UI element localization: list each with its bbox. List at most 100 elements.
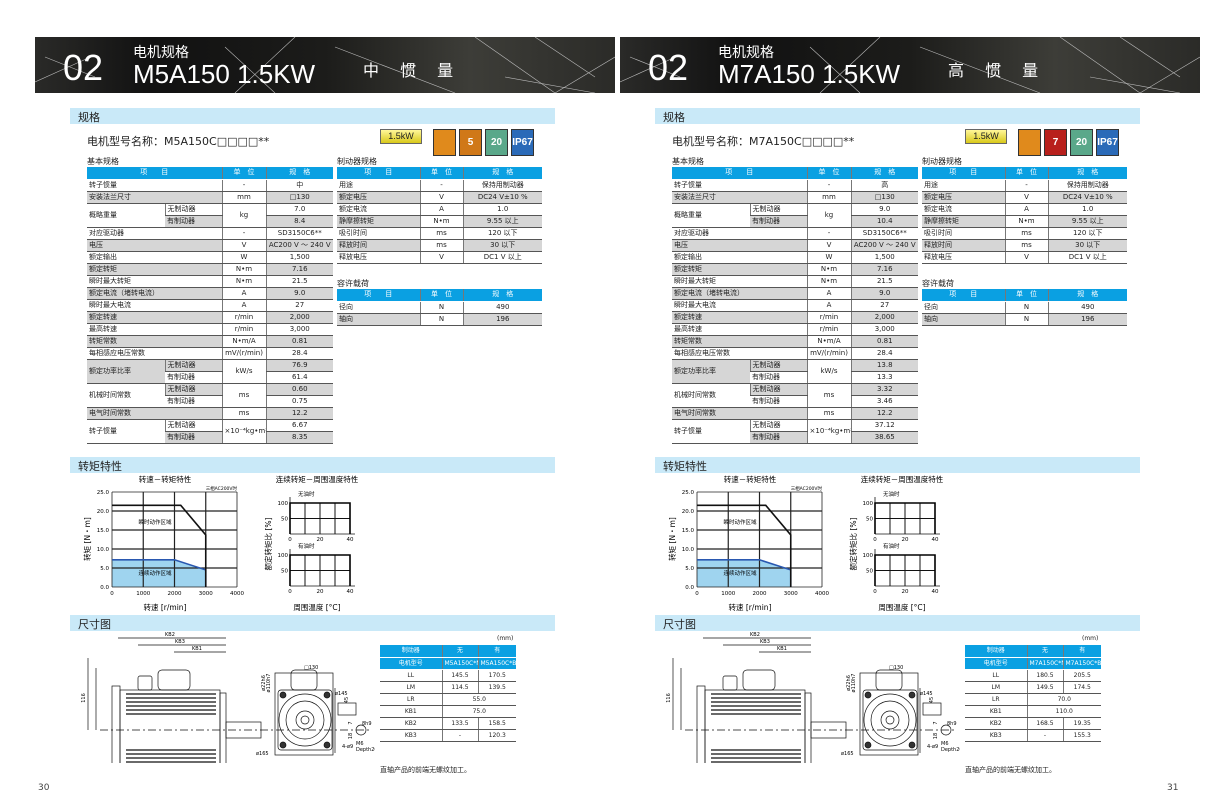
header-cell: 项 目 xyxy=(922,167,1005,180)
dimension-label: KB1 xyxy=(777,646,787,652)
table-row: 用途 - 保持用制动器 xyxy=(922,179,1127,192)
catalog-page-1: 02 电机规格 M5A150 1.5KW 中 惯 量规格 电机型号名称：M5A150C□… xyxy=(0,0,615,793)
table-row: LM 114.5 139.5 xyxy=(380,681,516,694)
header-cell: 项 目 xyxy=(87,167,222,180)
flange-outline xyxy=(111,685,121,763)
table-row: 额定功率比率 无制动器 kW/s 13.8 xyxy=(672,359,918,384)
decor-line xyxy=(1139,56,1200,93)
item-cell: 转矩常数 xyxy=(87,335,222,348)
dimension-label: 18 xyxy=(933,733,939,739)
y-tick-label: 100 xyxy=(863,501,874,507)
header-cell: 单 位 xyxy=(806,167,851,180)
voltage-5-icon: 5 xyxy=(459,129,482,156)
item-cell: 安装法兰尺寸 xyxy=(672,191,807,204)
x-tick-label: 0 xyxy=(288,537,292,543)
table-row: LR 70.0 xyxy=(965,693,1101,706)
unit-cell: N xyxy=(1004,313,1048,326)
y-tick-label: 0.0 xyxy=(100,585,109,591)
table-row: KB2 168.5 19.35 xyxy=(965,717,1101,730)
item-cell: 静摩擦转矩 xyxy=(922,215,1005,228)
header-cell: 规 格 xyxy=(850,167,918,180)
chart-title: 连续转矩－周围温度特性 xyxy=(861,474,944,484)
y-tick-label: 100 xyxy=(278,501,289,507)
x-axis-label: 周围温度 [°C] xyxy=(878,602,925,612)
value-cell: 9.0 xyxy=(850,203,918,216)
header-cell: 单 位 xyxy=(221,167,266,180)
value-cell: 7.16 xyxy=(850,263,918,276)
front-flange xyxy=(804,692,812,763)
dimension-label: 4-ø9 xyxy=(342,744,353,750)
table-header: 电机型号 M7A150C*N M7A150C*B xyxy=(965,657,1101,670)
item-cell: 释放时间 xyxy=(337,239,420,252)
y-tick-label: 15.0 xyxy=(97,528,110,534)
dimension-label: 45 xyxy=(344,697,350,703)
table-row: 额定输出 W 1,500 xyxy=(672,251,918,264)
value-cell: 3.46 xyxy=(850,395,918,408)
rated-torque-line xyxy=(289,554,351,586)
front-circle-outer xyxy=(278,693,332,747)
y-tick-label: 15.0 xyxy=(682,528,695,534)
ip67-icon: IP67 xyxy=(1096,129,1119,156)
mounting-hole xyxy=(323,691,331,699)
dimension-label: KB2 xyxy=(165,632,175,638)
y-tick-label: 50 xyxy=(281,569,288,575)
header-cell: 单 位 xyxy=(1004,289,1048,302)
item-cell: 转子惯量 xyxy=(672,419,750,444)
torque-temperature-chart: 连续转矩－周围温度特性 0 20 40 50 100 无油时 0 20 40 50 100 有油时周围温… xyxy=(848,474,944,612)
item-cell: 瞬时最大电流 xyxy=(87,299,222,312)
table-row: 概略重量 无制动器 kg 9.0 xyxy=(672,203,918,228)
value-cell: 27 xyxy=(265,299,333,312)
dimension-value: 139.5 xyxy=(477,681,516,694)
x-tick-label: 40 xyxy=(932,537,939,543)
value-cell: 0.75 xyxy=(265,395,333,408)
table-row: 瞬时最大电流 A 27 xyxy=(672,299,918,312)
table-row: 有制动器 38.65 xyxy=(672,431,918,444)
page-header: 02 电机规格 M5A150 1.5KW 中 惯 量 xyxy=(35,37,615,93)
value-cell: 196 xyxy=(462,313,542,326)
decor-line xyxy=(554,56,615,93)
y-tick-label: 50 xyxy=(281,517,288,523)
value-cell: 10.4 xyxy=(850,215,918,228)
unit-cell: W xyxy=(806,251,851,264)
y-tick-label: 25.0 xyxy=(97,490,110,496)
basic-table: 项 目单 位规 格转子惯量 - 高安装法兰尺寸 mm □130 概略重量 无制动器 kg 9.0… xyxy=(672,167,918,444)
table-row: KB1 75.0 xyxy=(380,705,516,718)
decor-line xyxy=(1089,76,1181,93)
header-model: M5A150 1.5KW xyxy=(133,59,316,89)
brake-spec-label: 制动器规格 xyxy=(922,157,962,166)
series-label: 有油时 xyxy=(298,542,315,550)
unit-cell: mm xyxy=(806,191,851,204)
dimension-value: - xyxy=(1026,729,1063,742)
item-cell: 轴向 xyxy=(922,313,1005,326)
item-cell: 每相感应电压常数 xyxy=(87,347,222,360)
table-row: 释放电压 V DC1 V 以上 xyxy=(337,251,542,264)
decor-line xyxy=(44,56,96,78)
value-cell: 高 xyxy=(850,179,918,192)
dimension-label: 8h9 xyxy=(947,721,957,727)
value-cell: 3,000 xyxy=(850,323,918,336)
table-row: 机械时间常数 无制动器 ms 3.32 xyxy=(672,383,918,408)
header-model: M7A150 1.5KW xyxy=(718,59,901,89)
x-tick-label: 3000 xyxy=(199,591,213,597)
table-row: 额定电压 V DC24 V±10 % xyxy=(922,191,1127,204)
unit-cell: V xyxy=(1004,251,1048,264)
table-row: 额定转矩 N•m 7.16 xyxy=(672,263,918,276)
decor-line xyxy=(334,46,456,93)
dimension-value: 145.5 xyxy=(441,669,478,682)
item-cell: 释放电压 xyxy=(922,251,1005,264)
sub-item-cell: 有制动器 xyxy=(165,371,222,384)
dimension-label: KB3 xyxy=(760,639,770,645)
unit-cell: N•m xyxy=(419,215,463,228)
continuous-region xyxy=(112,559,206,587)
table-row: 额定电流（堵转电流） A 9.0 xyxy=(87,287,333,300)
front-view-frame xyxy=(859,672,919,756)
item-cell: 径向 xyxy=(922,301,1005,314)
dimension-label: KB2 xyxy=(750,632,760,638)
motor-model-name: 电机型号名称：M7A150C□□□□** xyxy=(672,135,855,148)
speed-torque-chart: 0 1000 2000 3000 4000 0.0 5.0 10.0 15.0 20.0 25.0 转… xyxy=(667,474,829,612)
brake-table: 项 目单 位规 格用途 - 保持用制动器 额定电压 V DC24 V±10 % 额定电流 A 1… xyxy=(337,167,542,264)
item-cell: 额定电流 xyxy=(337,203,420,216)
table-row: 有制动器 10.4 xyxy=(672,215,918,228)
sub-item-cell: 无制动器 xyxy=(164,203,222,216)
value-cell: 6.67 xyxy=(265,419,333,432)
